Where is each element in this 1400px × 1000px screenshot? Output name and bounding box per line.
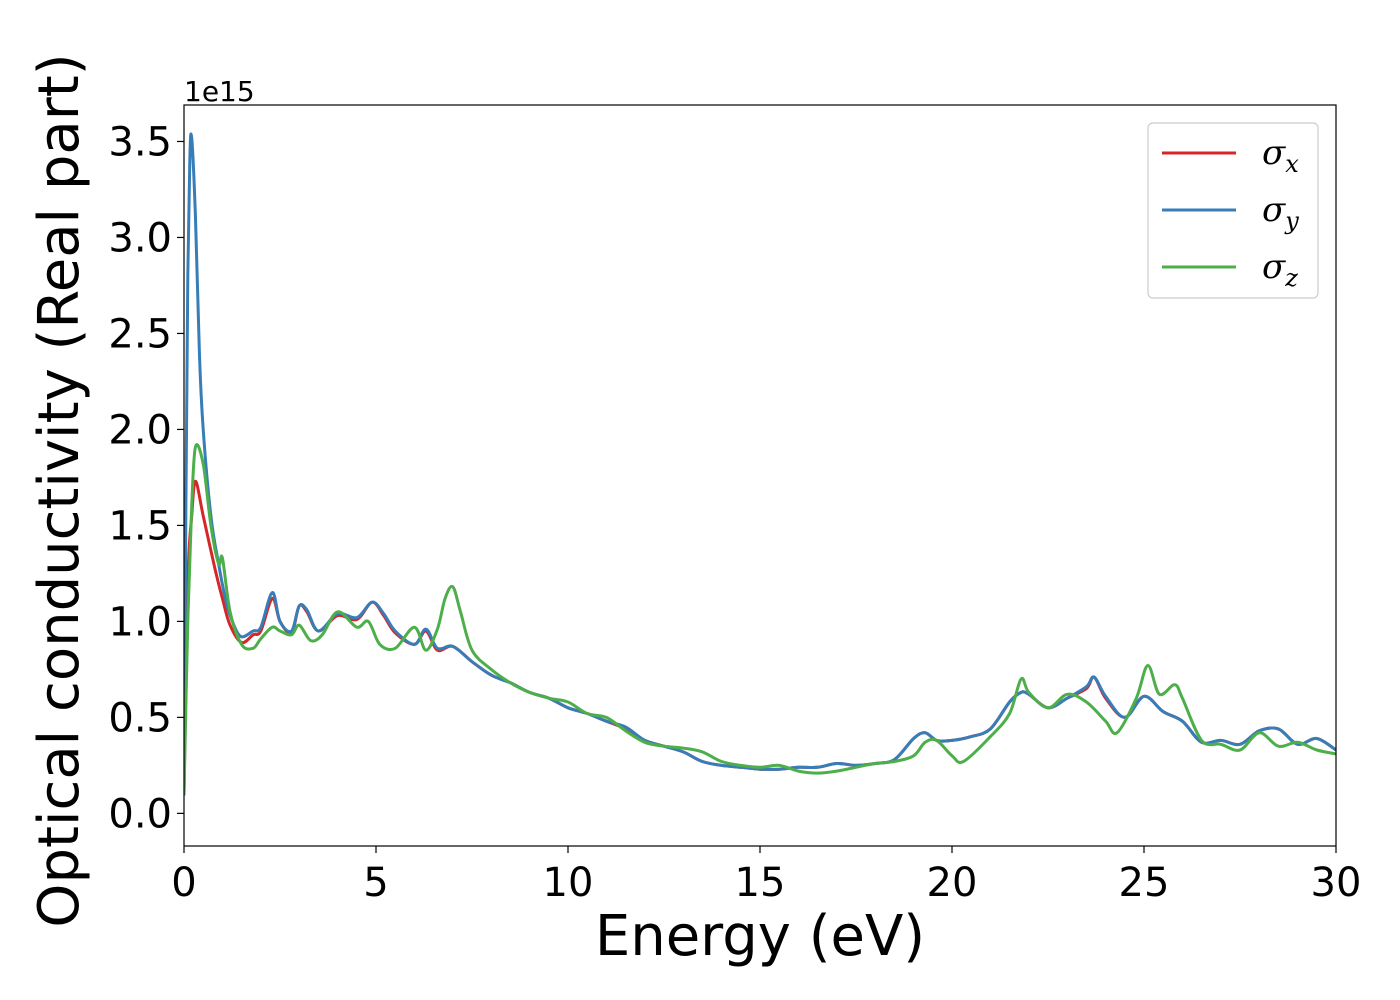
y-tick-label: 3.5 — [108, 119, 172, 165]
legend-label-z: σz — [1262, 247, 1298, 292]
x-tick-label: 25 — [1119, 860, 1170, 906]
y-axis-title: Optical conductivity (Real part) — [27, 53, 92, 927]
series-line-x — [184, 479, 1336, 796]
x-axis-ticks: 0 5 10 15 20 25 30 — [171, 846, 1361, 906]
legend-label-y: σy — [1262, 190, 1299, 235]
y-tick-label: 2.0 — [108, 407, 172, 453]
y-tick-label: 1.5 — [108, 503, 172, 549]
legend: σx σy σz — [1147, 122, 1319, 299]
y-tick-label: 2.5 — [108, 311, 172, 357]
y-tick-label: 3.0 — [108, 215, 172, 261]
y-tick-label: 1.0 — [108, 599, 172, 645]
y-tick-label: 0.5 — [108, 695, 172, 741]
series-line-z — [184, 443, 1336, 796]
y-tick-label: 0.0 — [108, 791, 172, 837]
y-axis-ticks: 0.0 0.5 1.0 1.5 2.0 2.5 3.0 3.5 — [108, 119, 184, 837]
x-tick-label: 5 — [363, 860, 388, 906]
x-tick-label: 10 — [543, 860, 594, 906]
x-tick-label: 15 — [735, 860, 786, 906]
x-tick-label: 30 — [1311, 860, 1362, 906]
x-tick-label: 0 — [171, 860, 196, 906]
x-axis-title: Energy (eV) — [595, 904, 925, 969]
legend-label-x: σx — [1262, 133, 1299, 178]
series-layer — [184, 132, 1336, 796]
x-tick-label: 20 — [927, 860, 978, 906]
y-offset-label: 1e15 — [184, 75, 255, 108]
